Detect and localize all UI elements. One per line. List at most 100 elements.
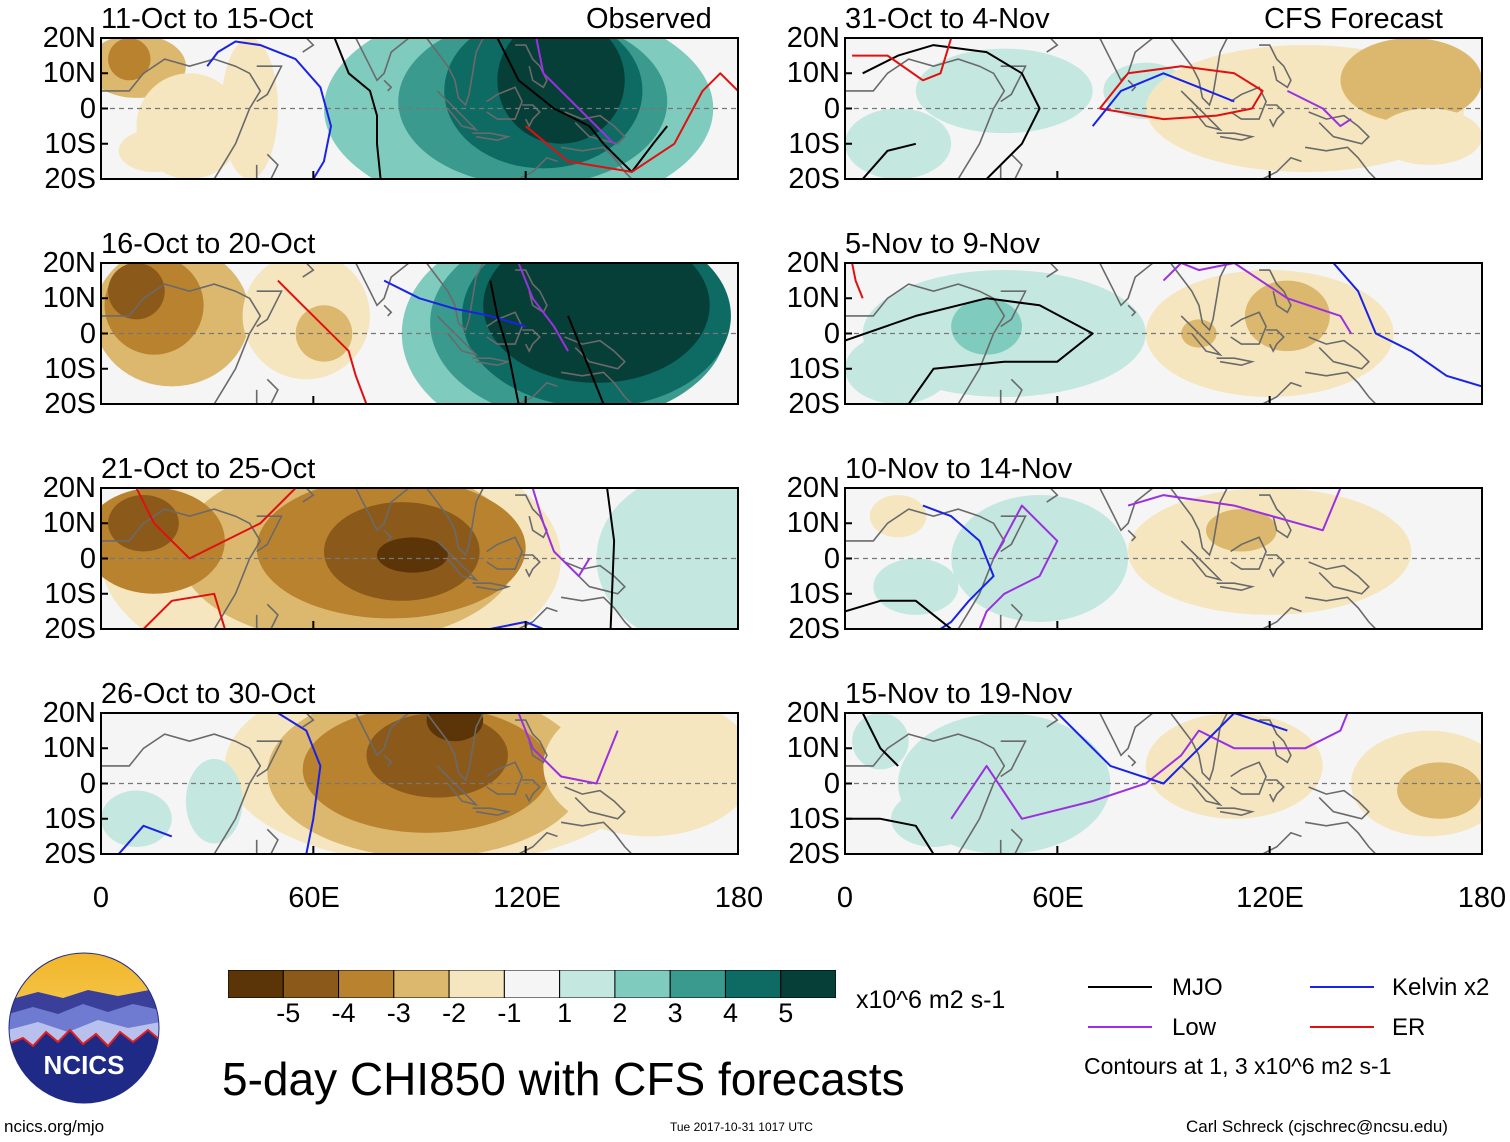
anomaly-blob (951, 298, 1022, 355)
coastline (522, 329, 541, 353)
lat-label: 10S (788, 802, 840, 835)
lat-label: 0 (79, 542, 96, 575)
lat-label: 20N (786, 247, 840, 279)
coastline (500, 381, 558, 404)
coastline (1169, 263, 1228, 332)
legend-line-low (1088, 1026, 1152, 1028)
anomaly-blob (295, 305, 353, 362)
lat-label: 0 (823, 92, 840, 125)
coastline (1259, 44, 1292, 89)
coastline (845, 508, 1006, 629)
lat-label: 0 (823, 767, 840, 800)
contour-mjo (861, 713, 899, 767)
coastline (436, 765, 479, 807)
colorbar-segment (338, 970, 395, 998)
coastline (1180, 315, 1223, 357)
panel-title: 10-Nov to 14-Nov (845, 453, 1073, 485)
lon-label-left-0: 0 (92, 882, 110, 914)
lat-label: 20N (42, 247, 96, 279)
lat-label: 10N (42, 507, 96, 540)
coastline (1259, 494, 1292, 539)
map-panel (100, 487, 739, 630)
coastline (425, 713, 484, 782)
coastline (425, 263, 484, 332)
coastline (1308, 336, 1370, 370)
coastline (472, 132, 512, 142)
coastline (1085, 713, 1154, 757)
lat-label: 10N (786, 57, 840, 90)
coastline (522, 104, 541, 128)
coastline (1085, 38, 1154, 82)
coastline (101, 58, 262, 179)
map-panel (844, 712, 1483, 855)
anomaly-blob (1145, 713, 1323, 819)
coastline (256, 290, 283, 328)
coastline (341, 488, 410, 532)
lon-label-left-180: 180 (714, 882, 764, 914)
colorbar-tick-label: -3 (386, 998, 411, 1028)
map-panel (844, 487, 1483, 630)
coastline (999, 828, 1023, 854)
ncics-logo-text: NCICS (43, 1050, 125, 1080)
contour-low (1127, 488, 1342, 532)
colorbar-tick-label: 3 (667, 998, 683, 1028)
contour-mjo (845, 817, 935, 854)
coastline (1169, 713, 1228, 782)
coastline (500, 606, 558, 629)
panel-title: 31-Oct to 4-Nov (845, 3, 1050, 35)
footer-url-link[interactable]: ncics.org/mjo (4, 1117, 105, 1136)
coastline (560, 146, 633, 179)
coastline (255, 378, 279, 404)
contour-er (851, 263, 864, 299)
coastline (285, 488, 315, 503)
contour-mjo (845, 599, 952, 629)
coastline (1308, 561, 1370, 595)
anomaly-blob (543, 713, 738, 837)
coastline (255, 828, 279, 854)
coastline (436, 540, 479, 582)
legend-line-er (1310, 1026, 1374, 1028)
panel-title: 15-Nov to 19-Nov (845, 678, 1073, 710)
colorbar-tick-label: -2 (442, 998, 467, 1028)
anomaly-blob (108, 38, 151, 81)
contour-kelvin-x2 (206, 40, 332, 179)
coastline (1308, 786, 1370, 820)
coastline (1230, 86, 1267, 120)
coastline (383, 304, 393, 317)
colorbar-segment (780, 970, 836, 998)
coastline (255, 603, 279, 629)
lat-label: 20N (42, 472, 96, 504)
lon-label-right-60e: 60E (1032, 882, 1084, 914)
coastline (999, 153, 1023, 179)
coastline (486, 86, 523, 120)
coastline (486, 536, 523, 570)
coastline (1244, 606, 1302, 629)
lat-label: 20S (788, 838, 840, 870)
contour-mjo (567, 315, 605, 404)
contour-mjo (845, 297, 1094, 404)
contour-low (517, 263, 569, 352)
anomaly-blob (1375, 108, 1482, 165)
coastline (999, 378, 1023, 404)
coastline (1230, 536, 1267, 570)
colorbar-segment (503, 970, 561, 998)
lat-label: 20S (788, 388, 840, 420)
observed-label: Observed (586, 3, 712, 35)
lat-label: 0 (823, 317, 840, 350)
coastline (341, 713, 410, 757)
colorbar-segment (669, 970, 726, 998)
panel-title: 11-Oct to 15-Oct (101, 3, 314, 35)
contour-kelvin-x2 (117, 824, 173, 854)
contour-mjo (489, 280, 520, 404)
footer-author: Carl Schreck (cjschrec@ncsu.edu) (1186, 1117, 1448, 1136)
contour-er (135, 488, 297, 560)
lat-label: 10S (44, 802, 96, 835)
lat-label: 20S (44, 613, 96, 645)
contour-kelvin-x2 (922, 504, 995, 629)
coastline (845, 283, 1006, 404)
coastline (845, 58, 1006, 179)
contour-kelvin-x2 (277, 713, 322, 854)
anomaly-blob (118, 129, 190, 172)
coastline (999, 603, 1023, 629)
coastline (522, 554, 541, 578)
